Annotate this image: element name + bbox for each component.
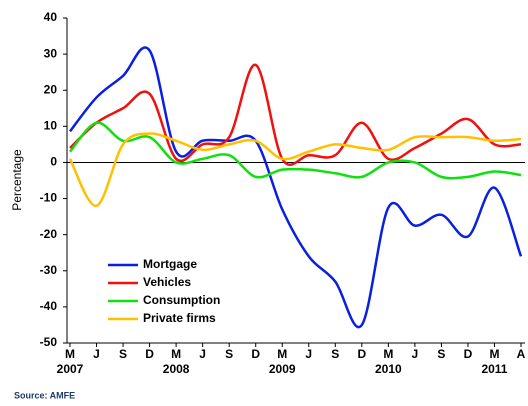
y-tick-label: -20: [40, 227, 58, 241]
series-line: [69, 121, 522, 180]
y-tick-label: 20: [44, 82, 58, 96]
x-tick-label: J: [93, 347, 100, 361]
x-tick-label: S: [437, 347, 445, 361]
x-tick-label: M: [489, 347, 499, 361]
series-line: [69, 46, 523, 329]
x-tick-label: M: [65, 347, 75, 361]
year-label: 2009: [269, 362, 296, 376]
x-tick-label: A: [517, 347, 526, 361]
legend-label: Vehicles: [143, 275, 191, 289]
x-tick-label: S: [225, 347, 233, 361]
y-tick-label: -40: [40, 299, 58, 313]
x-tick-label: S: [331, 347, 339, 361]
year-label: 2011: [481, 362, 507, 376]
x-tick-label: M: [383, 347, 393, 361]
legend-label: Mortgage: [143, 257, 197, 271]
y-tick-label: -50: [40, 335, 58, 349]
x-tick-label: S: [119, 347, 127, 361]
x-tick-label: M: [171, 347, 181, 361]
source-note: Source: AMFE: [14, 390, 75, 400]
x-tick-label: D: [145, 347, 154, 361]
series-line: [69, 63, 522, 166]
y-tick-label: 0: [50, 155, 57, 169]
y-axis-label: Percentage: [10, 149, 24, 211]
y-tick-label: 10: [44, 119, 58, 133]
series-line: [68, 132, 522, 207]
x-tick-label: J: [305, 347, 312, 361]
year-label: 2007: [57, 362, 84, 376]
y-tick-label: 40: [44, 10, 58, 24]
legend-label: Consumption: [143, 293, 220, 307]
y-tick-label: -30: [40, 263, 58, 277]
x-tick-label: J: [199, 347, 206, 361]
legend-label: Private firms: [143, 311, 216, 325]
x-tick-label: J: [412, 347, 419, 361]
x-tick-label: D: [251, 347, 260, 361]
y-tick-label: 30: [44, 46, 58, 60]
year-label: 2010: [375, 362, 402, 376]
x-tick-label: M: [277, 347, 287, 361]
x-tick-label: D: [357, 347, 366, 361]
y-tick-label: -10: [40, 191, 58, 205]
x-tick-label: D: [464, 347, 473, 361]
year-label: 2008: [163, 362, 190, 376]
